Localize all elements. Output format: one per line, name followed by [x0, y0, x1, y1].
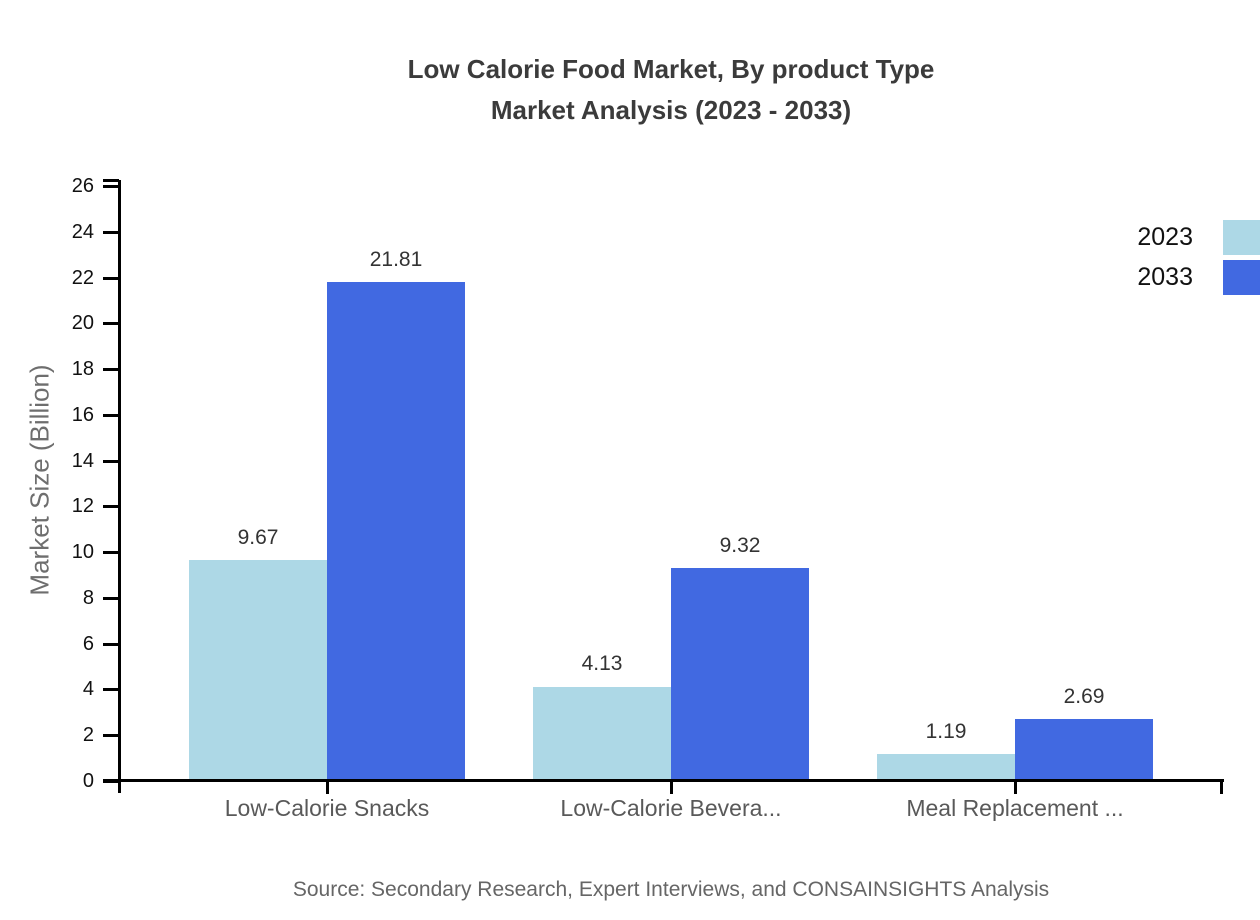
- x-axis-end-tick: [1220, 781, 1223, 794]
- y-tick-2: [103, 734, 119, 738]
- y-tick-label-20: 20: [71, 312, 94, 335]
- bar-value-2023-low-calorie-bevera: 4.13: [581, 652, 623, 676]
- legend: 2023 2033: [1137, 220, 1260, 300]
- bar-2033-meal-replacement: [1015, 719, 1153, 781]
- bar-2023-meal-replacement: [877, 753, 1015, 781]
- y-tick-20: [103, 322, 119, 326]
- legend-item-2033: 2033: [1137, 260, 1260, 295]
- y-tick-label-14: 14: [71, 449, 94, 472]
- y-tick-label-0: 0: [82, 770, 94, 792]
- y-tick-label-6: 6: [82, 632, 94, 655]
- legend-label-2033: 2033: [1137, 263, 1193, 291]
- bar-2033-low-calorie-bevera: [671, 567, 809, 781]
- bar-value-2033-meal-replacement: 2.69: [1063, 685, 1105, 709]
- x-tick-meal-replacement: [1014, 781, 1017, 794]
- y-tick-8: [103, 596, 119, 600]
- bar-value-2023-meal-replacement: 1.19: [925, 719, 967, 743]
- bar-value-2023-low-calorie-snacks: 9.67: [237, 525, 279, 549]
- y-tick-4: [103, 688, 119, 692]
- y-tick-label-10: 10: [71, 541, 94, 564]
- y-tick-label-2: 2: [82, 724, 94, 747]
- legend-label-2023: 2023: [1137, 223, 1193, 251]
- bar-value-2033-low-calorie-snacks: 21.81: [369, 247, 423, 271]
- category-label-meal-replacement: Meal Replacement ...: [906, 795, 1124, 821]
- y-tick-label-8: 8: [82, 586, 94, 609]
- x-tick-low-calorie-snacks: [326, 781, 329, 794]
- x-tick-low-calorie-bevera: [670, 781, 673, 794]
- y-tick-label-26: 26: [71, 175, 94, 197]
- y-tick-24: [103, 230, 119, 234]
- chart-title-line2: Market Analysis (2023 - 2033): [490, 95, 852, 125]
- legend-swatch-2033: [1223, 260, 1260, 295]
- y-tick-18: [103, 368, 119, 372]
- chart-title: Low Calorie Food Market, By product Type…: [120, 49, 1222, 131]
- legend-swatch-2023: [1223, 220, 1260, 255]
- y-tick-26: [103, 185, 119, 188]
- y-tick-6: [103, 642, 119, 646]
- bar-2023-low-calorie-snacks: [189, 559, 327, 781]
- y-tick-label-22: 22: [71, 266, 94, 289]
- y-tick-12: [103, 505, 119, 509]
- y-tick-14: [103, 459, 119, 463]
- y-tick-label-12: 12: [71, 495, 94, 518]
- plot-area: 0 2 4 6 8 10 12 14 16 18 20 22 24 26 9.67 21.81 Low-Calo…: [72, 175, 1224, 821]
- y-tick-10: [103, 551, 119, 555]
- bar-2033-low-calorie-snacks: [327, 281, 465, 781]
- bar-value-2033-low-calorie-bevera: 9.32: [719, 533, 761, 557]
- source-note: Source: Secondary Research, Expert Inter…: [292, 878, 1050, 901]
- bar-2023-low-calorie-bevera: [533, 686, 671, 781]
- y-axis-cap-tick: [103, 179, 119, 182]
- y-axis-line: [118, 180, 121, 793]
- y-tick-label-24: 24: [71, 220, 94, 243]
- y-tick-16: [103, 413, 119, 417]
- category-label-low-calorie-bevera: Low-Calorie Bevera...: [560, 795, 782, 821]
- y-tick-22: [103, 276, 119, 280]
- category-label-low-calorie-snacks: Low-Calorie Snacks: [224, 795, 430, 821]
- y-tick-label-4: 4: [82, 678, 94, 701]
- y-tick-label-18: 18: [71, 358, 94, 381]
- legend-item-2023: 2023: [1137, 220, 1260, 255]
- y-tick-label-16: 16: [71, 403, 94, 426]
- chart-title-line1: Low Calorie Food Market, By product Type: [407, 54, 935, 84]
- x-axis-line: [103, 779, 1224, 782]
